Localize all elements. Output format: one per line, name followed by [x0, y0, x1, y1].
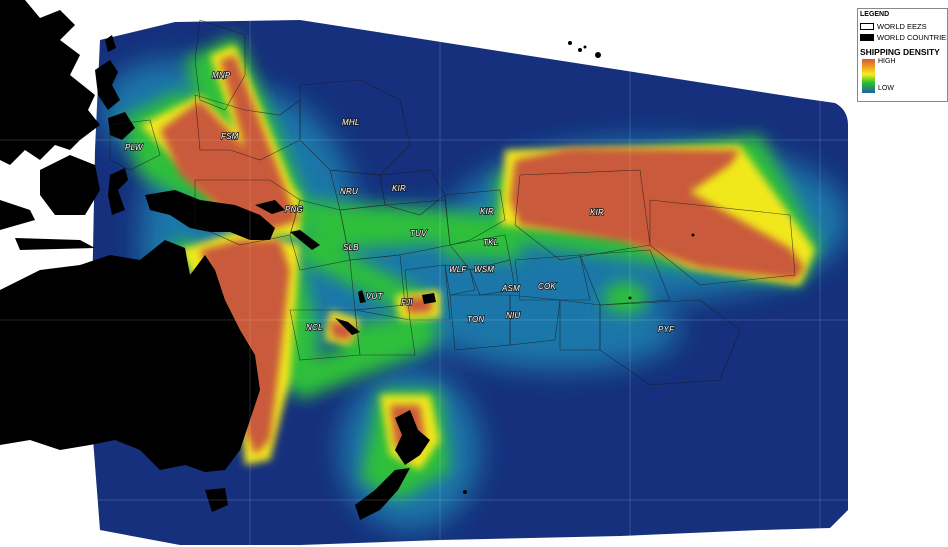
eez-label: ASM	[501, 284, 520, 293]
eez-label: TKL	[483, 238, 498, 247]
eez-label: MHL	[342, 118, 360, 127]
eez-label: PLW	[125, 143, 144, 152]
eez-label: WSM	[474, 265, 494, 274]
world-countries	[0, 0, 695, 520]
density-low-label: LOW	[878, 85, 894, 92]
eez-label: NRU	[340, 187, 358, 196]
density-high-label: HIGH	[878, 58, 896, 65]
eez-label: NCL	[306, 323, 323, 332]
legend-item-eezs: WORLD EEZS	[860, 22, 927, 31]
eez-label: KIR	[480, 207, 494, 216]
eez-label: VUT	[366, 292, 384, 301]
eez-label: KIR	[590, 208, 604, 217]
eez-label: MNP	[212, 71, 231, 80]
eez-label: FJI	[401, 298, 413, 307]
legend-item-label: WORLD COUNTRIES	[877, 33, 948, 42]
world-eezs	[109, 19, 796, 386]
eez-labels: MNP FSM PLW MHL NRU KIR PNG KIR TUV SLB …	[124, 70, 675, 335]
eez-label: WLF	[449, 265, 467, 274]
eez-label: PYF	[658, 325, 675, 334]
eez-outline-swatch	[860, 23, 874, 30]
country-fill-swatch	[860, 34, 874, 41]
legend-item-label: WORLD EEZS	[877, 22, 927, 31]
legend-item-countries: WORLD COUNTRIES	[860, 33, 948, 42]
eez-label: SLB	[343, 243, 359, 252]
legend-title: LEGEND	[860, 11, 890, 18]
eez-label: TUV	[410, 229, 427, 238]
eez-label: NIU	[506, 311, 520, 320]
density-color-ramp	[862, 59, 875, 93]
density-legend-title: SHIPPING DENSITY	[860, 47, 940, 57]
eez-label: FSM	[221, 132, 239, 141]
eez-label: COK	[538, 282, 556, 291]
eez-label: PNG	[285, 205, 303, 214]
map-legend: LEGEND WORLD EEZS WORLD COUNTRIES SHIPPI…	[857, 8, 948, 102]
eez-label: TON	[467, 315, 484, 324]
eez-label: KIR	[392, 184, 406, 193]
